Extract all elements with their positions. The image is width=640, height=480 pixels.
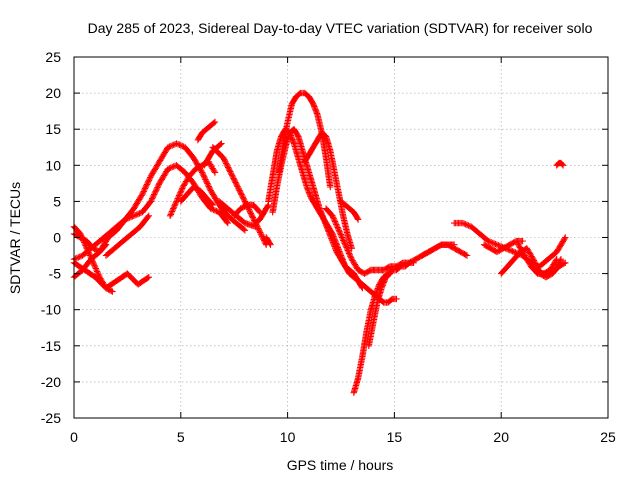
x-tick-label: 15 <box>387 429 403 445</box>
series-arc24 <box>419 241 471 259</box>
plus-markers <box>194 118 219 144</box>
series-arc21 <box>337 198 362 223</box>
y-tick-label: -25 <box>41 410 61 426</box>
series-arc26 <box>480 237 526 256</box>
plus-markers <box>532 256 565 277</box>
y-tick-labels: -25 -20 -15 -10 -5 0 5 10 15 20 25 <box>41 49 61 426</box>
series-arc01 <box>70 259 152 292</box>
series-arc19 <box>301 129 355 252</box>
plus-markers <box>102 212 152 259</box>
plus-markers <box>231 201 263 219</box>
chart-title: Day 285 of 2023, Sidereal Day-to-day VTE… <box>88 20 593 36</box>
series-arc13 <box>231 201 263 219</box>
plus-markers <box>480 237 526 256</box>
x-tick-label: 0 <box>70 429 78 445</box>
y-tick-label: 15 <box>45 121 61 137</box>
series-arc02 <box>70 140 249 281</box>
y-tick-label: 10 <box>45 157 61 173</box>
x-tick-label: 5 <box>177 429 185 445</box>
series-arc11 <box>209 144 270 248</box>
series-arc29 <box>532 256 565 277</box>
y-tick-label: 5 <box>53 193 61 209</box>
plus-markers <box>70 259 152 292</box>
plus-markers <box>70 140 249 281</box>
plus-markers <box>177 183 216 209</box>
plus-markers <box>263 234 274 248</box>
series-arc18 <box>275 89 334 191</box>
plus-markers <box>301 129 355 252</box>
y-tick-label: 0 <box>53 230 61 246</box>
x-axis-label: GPS time / hours <box>287 457 394 473</box>
x-tick-label: 20 <box>493 429 509 445</box>
series-arc15 <box>263 234 274 248</box>
plus-markers <box>275 89 334 191</box>
x-tick-label: 10 <box>280 429 296 445</box>
y-axis-label: SDTVAR / TECUs <box>7 182 23 294</box>
series-arc14 <box>252 201 272 227</box>
y-tick-label: 25 <box>45 49 61 65</box>
x-tick-label: 25 <box>600 429 616 445</box>
plus-markers <box>553 159 567 169</box>
series-arc30 <box>553 159 567 169</box>
grid-lines <box>74 57 608 418</box>
y-tick-label: -20 <box>41 374 61 390</box>
plus-markers <box>337 198 362 223</box>
y-tick-label: 20 <box>45 85 61 101</box>
y-tick-label: -10 <box>41 302 61 318</box>
data-points <box>70 89 569 396</box>
series-arc23 <box>365 270 394 349</box>
plus-markers <box>419 241 471 259</box>
axis-ticks <box>73 56 609 419</box>
series-arc08 <box>177 183 216 209</box>
plus-markers <box>252 201 272 227</box>
y-tick-label: -5 <box>49 266 62 282</box>
series-arc06 <box>102 212 152 259</box>
series-arc09 <box>194 118 219 144</box>
plus-markers <box>209 144 270 248</box>
x-tick-labels: 0 5 10 15 20 25 <box>70 429 616 445</box>
y-tick-label: -15 <box>41 338 61 354</box>
plus-markers <box>365 270 394 349</box>
